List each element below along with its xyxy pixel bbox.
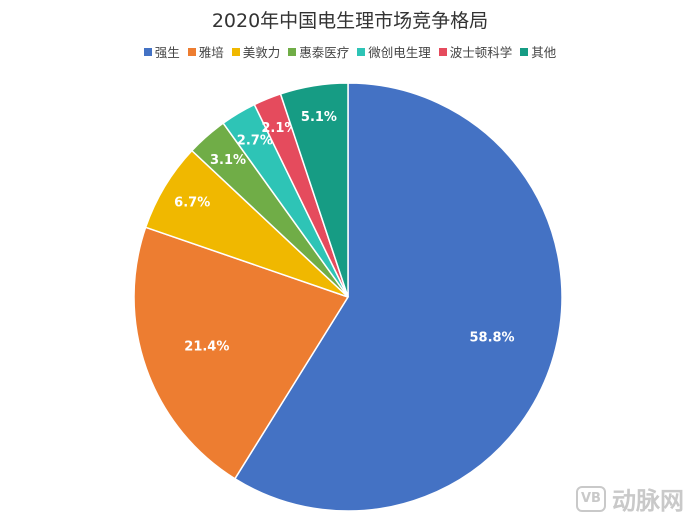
data-label: 2.1% xyxy=(261,121,297,136)
data-label: 58.8% xyxy=(469,331,514,346)
chart-legend: 强生 雅培 美敦力 惠泰医疗 微创电生理 波士顿科学 其他 xyxy=(0,42,700,61)
data-label: 21.4% xyxy=(184,340,229,355)
legend-swatch xyxy=(288,47,297,56)
legend-item: 美敦力 xyxy=(231,42,281,61)
legend-label: 惠泰医疗 xyxy=(299,45,350,60)
watermark-logo-icon: VB xyxy=(576,485,606,512)
legend-item: 其他 xyxy=(520,42,556,61)
legend-label: 雅培 xyxy=(198,45,224,60)
legend-label: 其他 xyxy=(531,45,557,60)
legend-item: 雅培 xyxy=(187,42,224,61)
pie-slice xyxy=(133,226,350,480)
pie-slice xyxy=(233,82,563,512)
data-label: 2.7% xyxy=(237,133,273,148)
legend-label: 微创电生理 xyxy=(368,45,431,60)
legend-item: 波士顿科学 xyxy=(438,42,513,61)
legend-label: 美敦力 xyxy=(242,45,281,60)
legend-swatch xyxy=(520,47,529,56)
watermark: VB 动脉网 xyxy=(576,481,684,516)
legend-swatch xyxy=(438,47,447,56)
legend-swatch xyxy=(357,47,366,56)
chart-title: 2020年中国电生理市场竞争格局 xyxy=(211,10,489,32)
watermark-text: 动脉网 xyxy=(612,487,684,515)
legend-label: 波士顿科学 xyxy=(449,45,513,60)
legend-item: 微创电生理 xyxy=(357,42,431,61)
legend-swatch xyxy=(187,47,196,56)
data-label: 6.7% xyxy=(174,196,210,211)
legend-item: 惠泰医疗 xyxy=(288,42,349,61)
legend-swatch xyxy=(231,47,240,56)
data-label: 3.1% xyxy=(210,153,246,168)
legend-label: 强生 xyxy=(154,45,180,60)
legend-swatch xyxy=(143,47,152,56)
data-label: 5.1% xyxy=(301,110,337,125)
pie-slice xyxy=(279,82,349,298)
legend-item: 强生 xyxy=(143,42,180,61)
